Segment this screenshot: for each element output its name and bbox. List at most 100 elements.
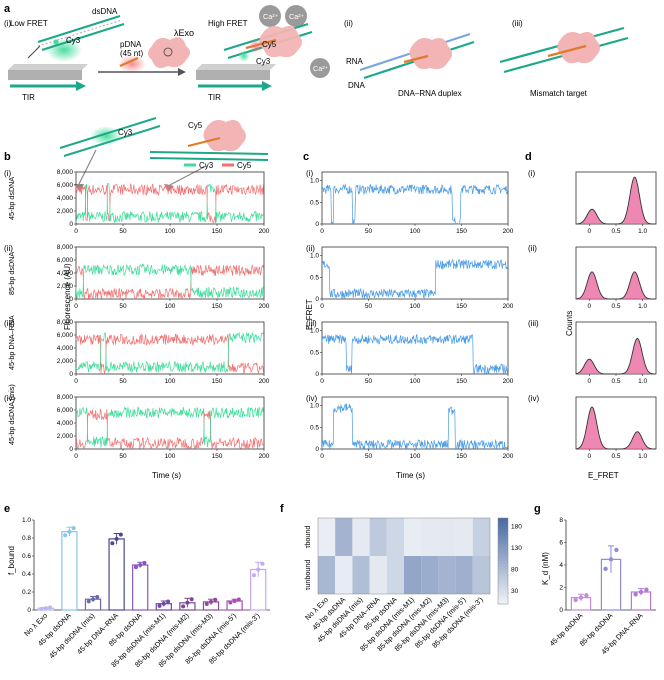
panel-b-ytick-label-2-2: 4,000 (57, 345, 74, 352)
panel-e-ylabel: f_bound (7, 546, 16, 575)
panel-b-xtick-label-0-0: 0 (74, 228, 78, 235)
datapoint-g-2-2 (644, 587, 649, 592)
series-cy5-trace-3 (75, 408, 264, 450)
heat-cell-0-4 (386, 518, 404, 556)
row-sub-b-0: (i) (4, 169, 11, 178)
heat-cell-1-3 (369, 556, 387, 594)
panel-c-xtick-label-1-3: 150 (456, 303, 467, 310)
panel-c-ytick-label-2-1: 0.5 (310, 349, 319, 356)
panel-g-ytick-label-0: 0 (559, 607, 563, 614)
bar-e-3 (108, 538, 125, 611)
series-histogram-fit-1 (575, 271, 656, 300)
panel-c-ytick-label-0-0: 0 (315, 221, 319, 228)
dna-rna-duplex: (ii) RNA DNA DNA–RNA duplex (344, 19, 475, 98)
bar-e-4 (132, 564, 149, 611)
panel-label-f: f (280, 503, 284, 515)
row-ylabel-1: 85-bp dsDNA (7, 252, 16, 295)
panel-b-xtick-label-1-0: 0 (74, 303, 78, 310)
tether-left (27, 45, 41, 59)
colorbar-segment-0 (498, 518, 508, 522)
row-ylabel-2: 45-bp DNA–RNA (7, 315, 16, 370)
heat-cell-1-9 (472, 556, 490, 594)
panel-c-xtick-label-2-1: 50 (365, 378, 373, 385)
pointer-1 (77, 149, 97, 187)
schematic-sub-i: (i) (4, 19, 11, 28)
panel-e-ytick-label-0: 0 (27, 607, 31, 614)
panel-b-xtick-label-1-3: 150 (212, 303, 223, 310)
panel-c-ytick-label-0-2: 1.0 (310, 178, 319, 185)
panel-g-ylabel: K_d (nM) (541, 552, 550, 585)
calcium-label-1: Ca²⁺ (263, 12, 279, 21)
cy5-label-right: Cy5 (262, 40, 277, 49)
icon-cy3-label: Cy3 (118, 128, 133, 137)
icon2-exo (203, 120, 246, 152)
colorbar-tick-label-3: 180 (511, 524, 522, 531)
panel-b-xtick-label-3-0: 0 (74, 453, 78, 460)
panel-c-xtick-label-1-4: 200 (503, 303, 514, 310)
surface-top-left (8, 64, 88, 70)
colorbar-segment-7 (498, 538, 508, 542)
row-sub-d-0: (i) (528, 169, 535, 178)
colorbar-segment-9 (498, 543, 508, 548)
panel-b-xtick-label-0-4: 200 (259, 228, 270, 235)
panel-d-xtick-label-3-1: 0.5 (611, 453, 620, 460)
heat-cell-0-6 (421, 518, 439, 556)
colorbar-segment-27 (498, 595, 508, 599)
panel-d-xtick-label-2-0: 0 (588, 378, 592, 385)
datapoint-e-8-1 (232, 599, 237, 603)
high-fret-construct: TIR High FRET Ca²⁺ Ca²⁺ Ca²⁺ Cy5 Cy3 (196, 5, 330, 102)
panel-b-xtick-label-0-1: 50 (119, 228, 127, 235)
tir-label-left: TIR (22, 93, 35, 102)
panel-c-ytick-label-3-1: 0.5 (310, 424, 319, 431)
panel-b-xlabel: Time (s) (152, 471, 181, 480)
panel-e-ytick-label-1: 0.2 (22, 589, 31, 596)
icon2-dsdna-bottom (149, 157, 269, 161)
lambda-exo-label: λExo (174, 28, 194, 38)
series-cy3-trace-3 (75, 406, 264, 448)
datapoint-g-0-0 (573, 597, 578, 603)
colorbar-segment-17 (498, 566, 508, 571)
mismatch-target: (iii) Mismatch target (499, 19, 629, 98)
tir-arrowhead-left (76, 81, 86, 91)
datapoint-e-9-1 (256, 567, 261, 572)
colorbar-segment-6 (498, 535, 508, 539)
icon-dsdna-bottom (63, 125, 161, 157)
cy3-label-right: Cy3 (256, 57, 271, 66)
heat-cell-1-1 (335, 556, 353, 594)
cy3-glow-right (238, 50, 250, 62)
colorbar-segment-23 (498, 583, 508, 588)
panel-c-xlabel: Time (s) (396, 471, 425, 480)
panel-g-ytick-label-3: 6 (559, 540, 563, 547)
schematic-sub-ii: (ii) (344, 19, 353, 28)
cy3-dye-left (53, 39, 59, 45)
panel-d-xtick-label-3-0: 0 (588, 453, 592, 460)
heat-cell-1-2 (352, 556, 370, 594)
panel-b-ytick-label-0-3: 6,000 (57, 182, 74, 189)
colorbar-tick-label-2: 130 (511, 545, 522, 552)
panel-b-xtick-label-2-2: 100 (165, 378, 176, 385)
datapoint-e-9-0 (251, 573, 256, 578)
surface-slab-right (196, 70, 270, 80)
datapoint-e-3-1 (114, 536, 119, 541)
tir-arrowhead-right (262, 81, 272, 91)
datapoint-e-7-0 (204, 602, 209, 607)
panel-c-axes-0 (321, 171, 509, 225)
colorbar-segment-10 (498, 546, 508, 551)
series-efret-trace-0 (321, 183, 509, 225)
colorbar-frame (497, 517, 509, 605)
panel-e-ytick-label-3: 0.6 (22, 553, 31, 560)
panel-c-ytick-label-0-1: 0.5 (310, 199, 319, 206)
dsdna-label: dsDNA (92, 7, 118, 16)
series-histogram-fit-0 (576, 176, 656, 225)
colorbar-segment-12 (498, 552, 508, 556)
panel-c-xtick-label-3-1: 50 (365, 453, 373, 460)
datapoint-e-4-2 (142, 560, 147, 565)
series-efret-trace-1 (321, 258, 509, 300)
exo-symbol (163, 47, 173, 57)
colorbar-segment-18 (498, 569, 508, 573)
panel-b-ytick-label-2-3: 6,000 (57, 332, 74, 339)
colorbar-segment-26 (498, 592, 508, 596)
panel-b-xtick-label-3-1: 50 (119, 453, 127, 460)
